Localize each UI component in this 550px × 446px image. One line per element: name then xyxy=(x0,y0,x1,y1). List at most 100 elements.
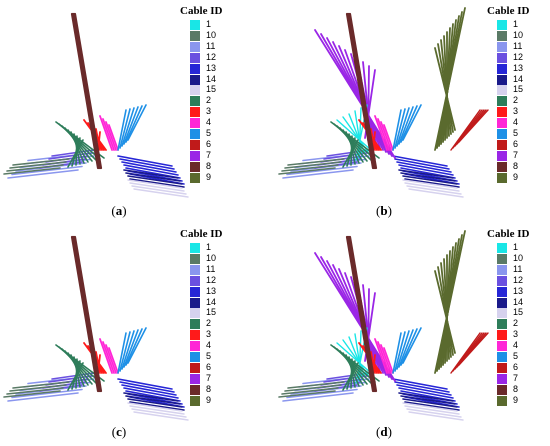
legend-label: 4 xyxy=(206,340,212,351)
cable-12 xyxy=(48,152,92,160)
cable-5 xyxy=(396,330,410,370)
cable-13 xyxy=(117,378,173,390)
cable-5 xyxy=(119,331,131,372)
plot-d xyxy=(278,230,489,421)
legend-label: 4 xyxy=(513,117,519,128)
cable-11 xyxy=(286,165,358,176)
cable-10 xyxy=(3,167,61,175)
cable-10 xyxy=(278,167,336,175)
cable-6 xyxy=(458,109,489,143)
legend-swatch xyxy=(497,161,507,172)
cable-13 xyxy=(117,155,173,167)
legend-swatch xyxy=(190,384,200,395)
legend-swatch xyxy=(190,74,200,85)
cable-13 xyxy=(123,387,179,399)
cable-13 xyxy=(398,387,454,399)
cable-4 xyxy=(383,124,394,151)
cable-11 xyxy=(7,169,79,179)
cable-5 xyxy=(121,107,135,147)
legend-label: 5 xyxy=(206,128,212,138)
legend-label: 9 xyxy=(513,394,519,405)
legend-swatch xyxy=(190,253,200,264)
legend-swatch xyxy=(497,319,507,330)
cable-13 xyxy=(394,381,450,393)
cable-9 xyxy=(434,47,456,131)
cable-3 xyxy=(95,128,101,151)
legend-swatch xyxy=(190,63,200,74)
cable-11 xyxy=(11,165,83,176)
legend-swatch xyxy=(497,286,507,297)
legend-title: Cable ID xyxy=(487,5,530,17)
legend-swatch xyxy=(497,118,507,129)
cable-13 xyxy=(119,381,175,393)
cable-10 xyxy=(9,384,67,392)
cable-4 xyxy=(105,121,117,151)
cable-2 xyxy=(67,139,84,168)
legend-label: 6 xyxy=(513,361,519,372)
cable-13 xyxy=(396,384,452,396)
cable-13 xyxy=(392,155,448,167)
legend-swatch xyxy=(190,107,200,118)
cable-1 xyxy=(336,119,372,151)
cable-4 xyxy=(380,121,392,151)
cable-5 xyxy=(402,327,422,364)
cable-4 xyxy=(377,118,390,151)
cable-13 xyxy=(392,378,448,390)
legend-label: 8 xyxy=(513,160,519,171)
legend-label: 6 xyxy=(513,138,519,149)
plot-b xyxy=(278,7,489,198)
legend-swatch xyxy=(190,85,200,96)
cable-10 xyxy=(281,164,339,172)
cable-8 xyxy=(73,12,103,170)
caption-b: (b) xyxy=(376,203,392,218)
cable-7 xyxy=(332,264,387,376)
legend-label: 6 xyxy=(206,361,212,372)
cable-2 xyxy=(342,139,359,168)
cable-4 xyxy=(108,124,119,151)
legend-label: 11 xyxy=(206,40,216,51)
legend-label: 15 xyxy=(513,307,524,318)
cable-1 xyxy=(358,107,362,159)
legend-swatch xyxy=(497,297,507,308)
cable-13 xyxy=(398,164,454,176)
legend-label: 7 xyxy=(206,149,212,160)
cable-5 xyxy=(123,329,139,368)
legend-swatch xyxy=(497,129,507,139)
legend-swatch xyxy=(497,384,507,395)
cable-14 xyxy=(402,398,458,408)
cable-8 xyxy=(73,235,103,393)
legend-swatch xyxy=(497,275,507,286)
legend-swatch xyxy=(190,275,200,286)
legend-swatch xyxy=(497,362,507,373)
cable-14 xyxy=(129,178,185,188)
legend-label: 11 xyxy=(206,263,216,274)
legend-label: 2 xyxy=(206,318,212,329)
cable-14 xyxy=(123,392,179,402)
cable-5 xyxy=(127,104,147,141)
cable-5 xyxy=(117,332,127,374)
cable-13 xyxy=(396,161,452,173)
legend-label: 14 xyxy=(513,296,524,307)
cable-15 xyxy=(402,402,458,412)
cable-14 xyxy=(127,398,183,408)
legend-swatch xyxy=(497,330,507,341)
legend-swatch xyxy=(497,107,507,118)
legend-label: 2 xyxy=(206,95,212,106)
legend-label: 15 xyxy=(206,84,217,95)
legend-title: Cable ID xyxy=(487,228,530,240)
legend-swatch xyxy=(497,373,507,384)
legend-label: 4 xyxy=(513,340,519,351)
legend-swatch xyxy=(497,74,507,85)
cable-12 xyxy=(48,375,92,383)
cable-11 xyxy=(11,388,83,399)
cable-7 xyxy=(332,41,387,153)
legend-swatch xyxy=(497,20,507,30)
legend-title: Cable ID xyxy=(180,228,223,240)
panel-b: Cable ID 1 10 11 12 13 14 15 2 3 4 5 6 7 8 9 (b) xyxy=(275,0,550,223)
legend-swatch xyxy=(190,243,200,253)
cable-1 xyxy=(354,333,363,380)
legend-label: 10 xyxy=(206,29,217,40)
cable-3 xyxy=(370,128,376,151)
cable-15 xyxy=(404,405,460,415)
legend-label: 2 xyxy=(513,318,519,329)
